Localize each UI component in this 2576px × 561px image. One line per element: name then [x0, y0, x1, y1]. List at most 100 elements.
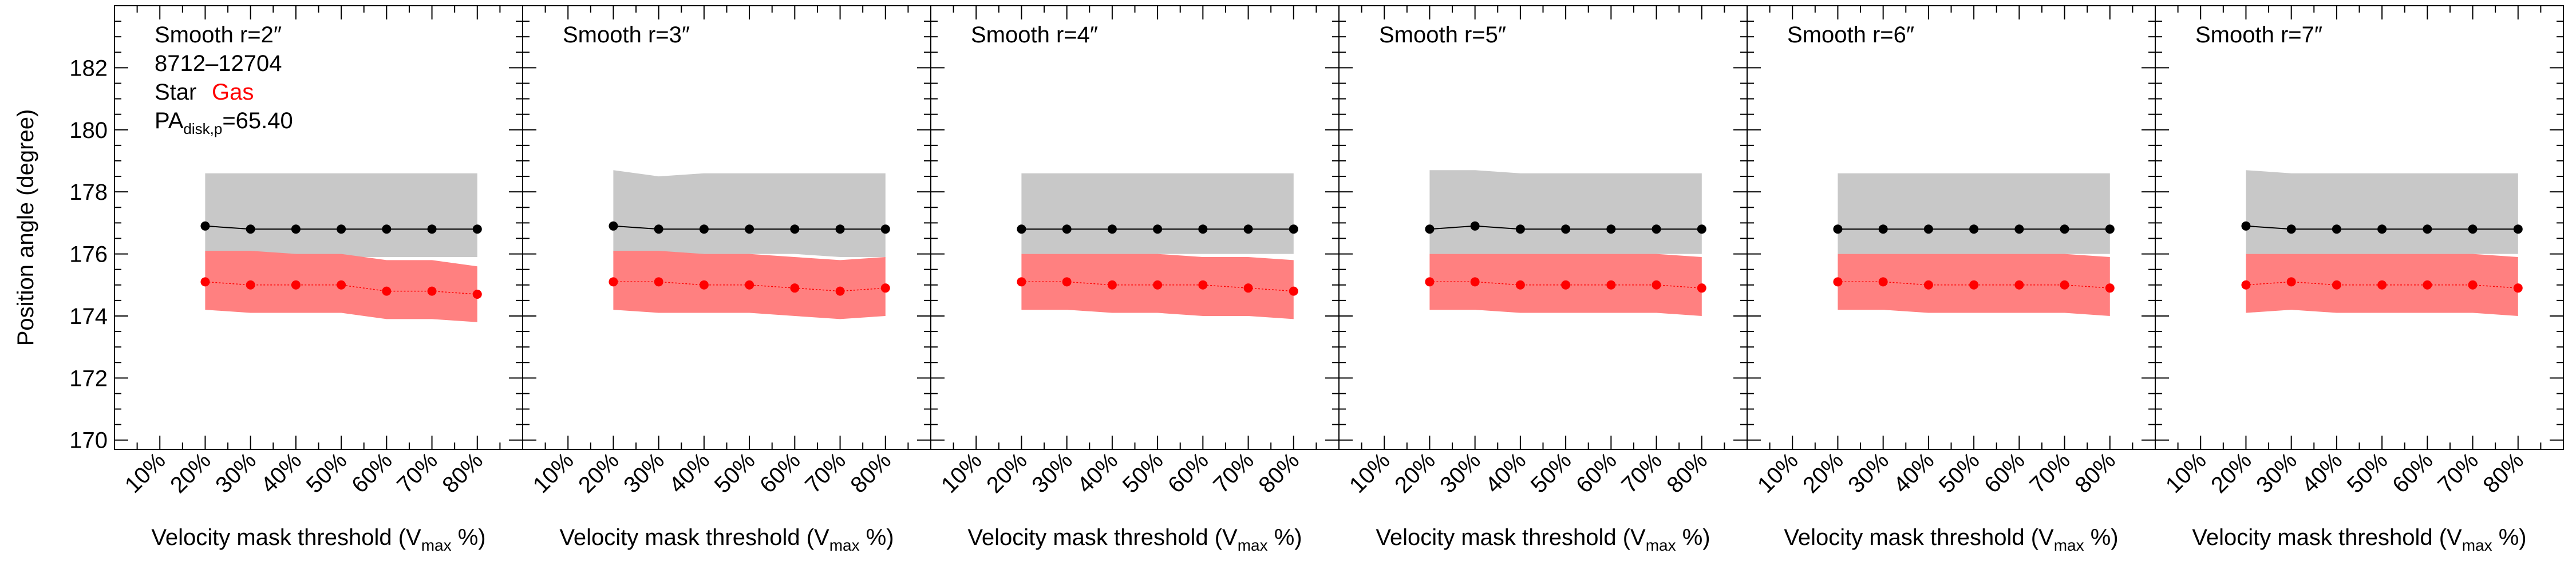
star-point: [1652, 224, 1661, 234]
x-tick-label: 40%: [1481, 448, 1531, 498]
x-tick-label: 40%: [1073, 448, 1123, 498]
x-tick-label: 60%: [755, 448, 805, 498]
x-tick-label: 50%: [1934, 448, 1985, 498]
panel-3: 10%20%30%40%50%60%70%80% Velocity mask th…: [930, 5, 1340, 554]
gas-point: [1561, 280, 1571, 290]
star-point: [2377, 224, 2387, 234]
gas-point: [1425, 277, 1435, 287]
star-point: [1062, 224, 1072, 234]
x-axis-label: Velocity mask threshold (Vmax %): [559, 525, 894, 554]
gas-point: [382, 286, 392, 296]
gas-point: [1470, 277, 1480, 287]
star-point: [1561, 224, 1571, 234]
star-band: [1429, 170, 1702, 254]
x-tick-label: 10%: [2161, 448, 2211, 498]
x-tick-label: 40%: [1889, 448, 1939, 498]
star-point: [880, 224, 890, 234]
gas-point: [1652, 280, 1661, 290]
x-tick-label: 30%: [2251, 448, 2302, 498]
x-tick-label: 80%: [1254, 448, 1304, 498]
x-tick-label: 80%: [2478, 448, 2528, 498]
x-tick-label: 30%: [211, 448, 261, 498]
panel-5: 10%20%30%40%50%60%70%80% Velocity mask th…: [1747, 5, 2156, 554]
x-tick-label: 20%: [1390, 448, 1440, 498]
panel-title: Smooth r=2″: [155, 22, 282, 48]
x-axis-label: Velocity mask threshold (Vmax %): [1784, 525, 2118, 554]
star-band: [1838, 173, 2110, 254]
x-tick-label: 10%: [120, 448, 171, 498]
star-point: [1606, 224, 1616, 234]
x-tick-label: 10%: [1345, 448, 1395, 498]
gas-point: [1153, 280, 1163, 290]
panel-1: 170 172 174 176 178 180 182 10%20%30%40%50%60%7…: [69, 5, 523, 554]
x-tick-label: 70%: [1208, 448, 1259, 498]
star-point: [2286, 224, 2296, 234]
x-tick-label: 30%: [1435, 448, 1485, 498]
x-tick-label: 70%: [2025, 448, 2075, 498]
x-tick-label: 80%: [437, 448, 488, 498]
star-point: [1017, 224, 1026, 234]
y-tick-label: 174: [69, 304, 108, 329]
gas-point: [2105, 283, 2115, 293]
x-tick-label: 60%: [1980, 448, 2030, 498]
gas-point: [2513, 283, 2523, 293]
x-tick-label: 10%: [1753, 448, 1803, 498]
star-point: [472, 224, 482, 234]
x-tick-label: 40%: [256, 448, 307, 498]
x-axis-label: Velocity mask threshold (Vmax %): [151, 525, 485, 554]
star-point: [246, 224, 255, 234]
x-tick-label: 20%: [982, 448, 1032, 498]
x-tick-label: 60%: [2388, 448, 2438, 498]
y-tick-label: 176: [69, 242, 108, 267]
x-tick-label: 70%: [800, 448, 851, 498]
gas-point: [654, 277, 663, 287]
star-point: [1153, 224, 1163, 234]
x-tick-label: 80%: [2070, 448, 2120, 498]
x-tick-label: 30%: [619, 448, 669, 498]
gas-point: [1969, 280, 1979, 290]
x-tick-label: 20%: [1798, 448, 1848, 498]
x-axis-label: Velocity mask threshold (Vmax %): [1376, 525, 1710, 554]
panel-6: 10%20%30%40%50%60%70%80% Velocity mask th…: [2155, 5, 2564, 554]
x-tick-label: 70%: [392, 448, 442, 498]
gas-point: [1198, 280, 1208, 290]
legend-gas: Gas: [212, 80, 254, 105]
gas-point: [2241, 280, 2251, 290]
legend-star: Star: [155, 80, 196, 105]
star-point: [1198, 224, 1208, 234]
pa-annotation: PAdisk,p=65.40: [155, 108, 293, 137]
y-tick-label: 172: [69, 366, 108, 391]
star-band: [205, 173, 477, 257]
x-tick-label: 80%: [846, 448, 896, 498]
gas-point: [1515, 280, 1525, 290]
star-point: [2014, 224, 2024, 234]
x-tick-label: 50%: [2342, 448, 2393, 498]
x-tick-label: 70%: [1617, 448, 1667, 498]
gas-point: [1243, 283, 1253, 293]
gas-point: [1697, 283, 1706, 293]
star-point: [1878, 224, 1888, 234]
gas-point: [2468, 280, 2478, 290]
gas-point: [790, 283, 800, 293]
gas-point: [609, 277, 618, 287]
star-point: [2105, 224, 2115, 234]
y-tick-label: 170: [69, 428, 108, 453]
star-band: [1021, 173, 1294, 254]
star-point: [790, 224, 800, 234]
x-tick-label: 20%: [574, 448, 624, 498]
gas-point: [1606, 280, 1616, 290]
star-point: [835, 224, 845, 234]
x-tick-label: 10%: [528, 448, 579, 498]
gas-point: [880, 283, 890, 293]
star-point: [427, 224, 437, 234]
x-axis-label: Velocity mask threshold (Vmax %): [967, 525, 1302, 554]
x-tick-label: 40%: [2297, 448, 2348, 498]
x-axis-label: Velocity mask threshold (Vmax %): [2192, 525, 2526, 554]
gas-point: [835, 286, 845, 296]
gas-point: [291, 280, 301, 290]
gas-point: [1878, 277, 1888, 287]
gas-point: [2332, 280, 2341, 290]
star-point: [654, 224, 663, 234]
star-point: [1515, 224, 1525, 234]
